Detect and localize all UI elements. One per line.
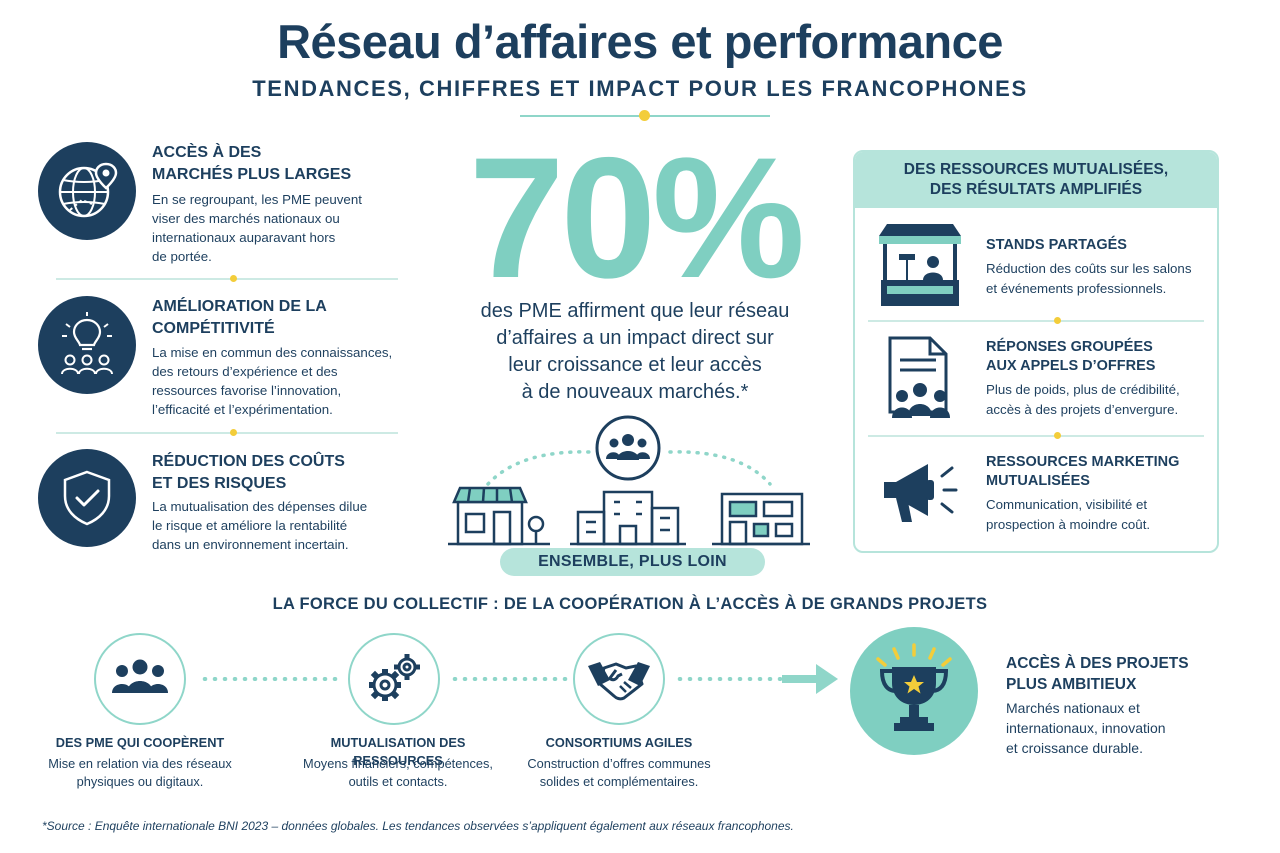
final-step-text: Marchés nationaux et internationaux, inn… xyxy=(1006,700,1166,756)
left-divider-1-dot xyxy=(230,275,237,282)
office-building-icon xyxy=(570,490,686,546)
page-title: Réseau d’affaires et performance xyxy=(277,15,1003,68)
step-1-badge xyxy=(94,633,186,725)
source-footnote: *Source : Enquête internationale BNI 202… xyxy=(42,819,794,833)
step-2-text: Moyens financiers, compétences, outils e… xyxy=(303,756,493,789)
statistic-description: des PME affirment que leur réseau d’affa… xyxy=(480,300,790,403)
left-divider-2-dot xyxy=(230,429,237,436)
arrow-right-icon xyxy=(782,664,838,694)
left-divider-1 xyxy=(56,278,398,280)
bottom-section-title: LA FORCE DU COLLECTIF : DE LA COOPÉRATIO… xyxy=(272,595,988,613)
step-1-heading: DES PME QUI COOPÈRENT xyxy=(55,735,225,750)
gears-icon xyxy=(369,654,420,701)
step-2-heading: MUTUALISATION DES RESSOURCES xyxy=(330,735,466,768)
together-label-pill: ENSEMBLE, PLUS LOIN xyxy=(500,548,765,576)
document-team-icon xyxy=(888,336,950,418)
step-3-text: Construction d’offres communes solides e… xyxy=(527,756,711,789)
left-item-2-badge xyxy=(38,296,136,394)
team-icon xyxy=(112,659,168,693)
right-divider-1-dot xyxy=(1054,317,1061,324)
left-item-1-heading: ACCÈS À DES MARCHÉS PLUS LARGES xyxy=(152,144,352,183)
left-item-1-badge xyxy=(38,142,136,240)
left-item-2-heading: AMÉLIORATION DE LA COMPÉTITIVITÉ xyxy=(152,298,327,337)
shield-check-icon xyxy=(63,470,111,526)
step-connector-3 xyxy=(675,677,785,681)
right-item-1-heading: STANDS PARTAGÉS xyxy=(986,237,1127,253)
trophy-icon xyxy=(876,643,952,731)
right-divider-1 xyxy=(868,320,1204,322)
shared-resources-panel: DES RESSOURCES MUTUALISÉES, DES RÉSULTAT… xyxy=(853,150,1219,553)
lightbulb-team-icon xyxy=(61,312,113,375)
shop-building-icon xyxy=(448,486,550,546)
handshake-icon xyxy=(588,662,650,701)
right-item-2-text: Plus de poids, plus de crédibilité, accè… xyxy=(986,382,1180,417)
market-stand-icon xyxy=(879,224,961,306)
right-item-2-heading: RÉPONSES GROUPÉES AUX APPELS D’OFFRES xyxy=(986,339,1156,374)
right-divider-2 xyxy=(868,435,1204,437)
step-2-badge xyxy=(348,633,440,725)
step-1-text: Mise en relation via des réseaux physiqu… xyxy=(48,756,232,789)
right-item-1-text: Réduction des coûts sur les salons et év… xyxy=(986,261,1192,296)
left-item-3-badge xyxy=(38,449,136,547)
page-subtitle: TENDANCES, CHIFFRES ET IMPACT POUR LES F… xyxy=(252,76,1028,101)
globe-location-icon xyxy=(58,162,118,218)
right-item-3-text: Communication, visibilité et prospection… xyxy=(986,497,1151,532)
left-divider-2 xyxy=(56,432,398,434)
left-item-3-text: La mutualisation des dépenses dilue le r… xyxy=(152,499,368,552)
step-connector-1 xyxy=(200,677,340,681)
apartment-building-icon xyxy=(712,492,810,546)
title-divider-dot xyxy=(639,110,650,121)
step-3-badge xyxy=(573,633,665,725)
left-item-2-text: La mise en commun des connaissances, des… xyxy=(152,345,393,417)
step-connector-2 xyxy=(450,677,568,681)
left-item-3-heading: RÉDUCTION DES COÛTS ET DES RISQUES xyxy=(152,453,345,492)
left-item-1-text: En se regroupant, les PME peuvent viser … xyxy=(152,192,362,264)
final-step-heading: ACCÈS À DES PROJETS PLUS AMBITIEUX xyxy=(1006,655,1189,693)
right-item-3-heading: RESSOURCES MARKETING MUTUALISÉES xyxy=(986,454,1180,489)
shared-resources-heading: DES RESSOURCES MUTUALISÉES, DES RÉSULTAT… xyxy=(855,152,1217,208)
right-divider-2-dot xyxy=(1054,432,1061,439)
team-network-icon xyxy=(606,434,650,460)
big-statistic: 70% xyxy=(468,122,805,314)
step-3-heading: CONSORTIUMS AGILES xyxy=(545,735,693,750)
final-step-badge xyxy=(850,627,978,755)
buildings-network-illustration xyxy=(448,415,810,546)
megaphone-icon xyxy=(884,464,958,522)
